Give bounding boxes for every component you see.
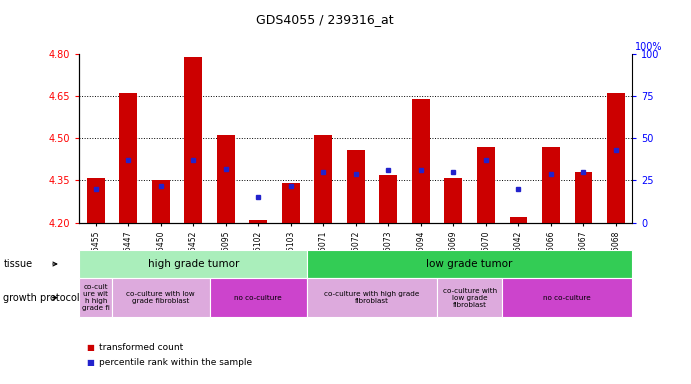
Bar [379,175,397,223]
Text: growth protocol: growth protocol [3,293,80,303]
Bar [249,220,267,223]
Bar [184,56,202,223]
Bar [314,136,332,223]
Bar [444,178,462,223]
Text: percentile rank within the sample: percentile rank within the sample [99,358,252,367]
Bar [509,217,527,223]
Bar [347,149,365,223]
Bar [412,99,430,223]
Bar [152,180,170,223]
Bar [282,183,300,223]
Text: low grade tumor: low grade tumor [426,259,513,269]
Text: co-culture with
low grade
fibroblast: co-culture with low grade fibroblast [443,288,497,308]
Text: co-culture with high grade
fibroblast: co-culture with high grade fibroblast [325,291,420,304]
Bar [217,136,235,223]
Text: no co-culture: no co-culture [234,295,282,301]
Text: ■: ■ [86,343,94,352]
Text: GDS4055 / 239316_at: GDS4055 / 239316_at [256,13,394,26]
Text: co-cult
ure wit
h high
grade fi: co-cult ure wit h high grade fi [82,284,110,311]
Bar [574,172,592,223]
Text: no co-culture: no co-culture [543,295,591,301]
Text: 100%: 100% [635,42,663,52]
Text: ■: ■ [86,358,94,367]
Text: transformed count: transformed count [99,343,183,352]
Text: tissue: tissue [3,259,32,269]
Bar [607,93,625,223]
Bar [87,178,104,223]
Bar [477,147,495,223]
Bar [120,93,138,223]
Bar [542,147,560,223]
Text: co-culture with low
grade fibroblast: co-culture with low grade fibroblast [126,291,195,304]
Text: high grade tumor: high grade tumor [148,259,239,269]
